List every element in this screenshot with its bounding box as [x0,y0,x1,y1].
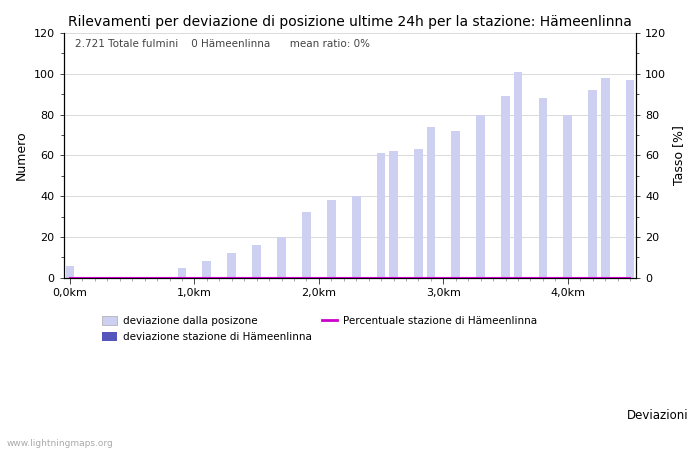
Bar [626,80,634,278]
Bar [352,196,361,278]
Text: 2.721 Totale fulmini    0 Hämeenlinna      mean ratio: 0%: 2.721 Totale fulmini 0 Hämeenlinna mean … [75,39,370,49]
Y-axis label: Numero: Numero [15,130,28,180]
Bar [476,115,485,278]
Text: www.lightningmaps.org: www.lightningmaps.org [7,439,113,448]
Bar [426,127,435,278]
Bar [564,115,572,278]
Text: Deviazioni: Deviazioni [626,409,688,422]
Bar [389,151,398,278]
Bar [252,245,261,278]
Bar [538,98,547,278]
Bar [377,153,386,278]
Bar [228,253,236,278]
Bar [452,131,460,278]
Y-axis label: Tasso [%]: Tasso [%] [672,126,685,185]
Bar [414,149,423,278]
Bar [66,266,74,278]
Bar [277,237,286,278]
Bar [601,78,610,278]
Bar [589,90,597,278]
Bar [202,261,211,278]
Bar [501,96,510,278]
Bar [302,212,311,278]
Bar [178,268,186,278]
Bar [327,200,336,278]
Bar [514,72,522,278]
Legend: deviazione dalla posizone, deviazione stazione di Hämeenlinna, Percentuale stazi: deviazione dalla posizone, deviazione st… [97,312,541,346]
Title: Rilevamenti per deviazione di posizione ultime 24h per la stazione: Hämeenlinna: Rilevamenti per deviazione di posizione … [68,15,632,29]
